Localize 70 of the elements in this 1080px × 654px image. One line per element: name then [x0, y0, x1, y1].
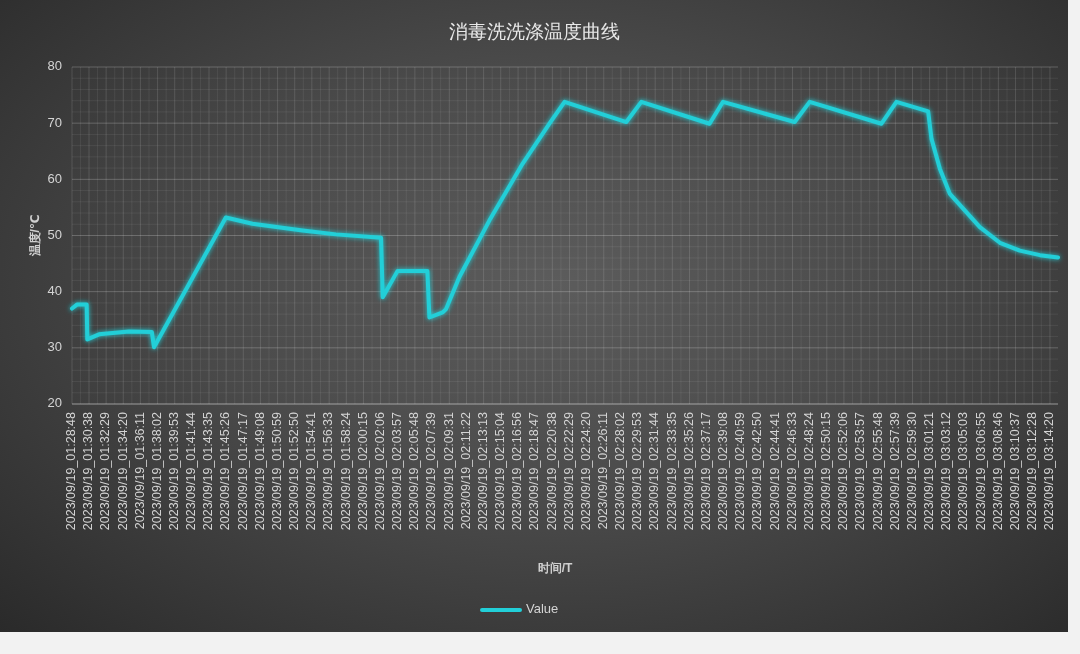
x-tick-label: 2023/09/19_01:36:11 [132, 411, 147, 530]
x-tick-label: 2023/09/19_02:42:50 [750, 411, 765, 531]
x-tick-label: 2023/09/19_01:41:44 [184, 411, 199, 531]
x-tick-label: 2023/09/19_01:30:38 [81, 411, 96, 531]
x-tick-label: 2023/09/19_02:07:39 [424, 411, 439, 531]
x-tick-label: 2023/09/19_02:15:04 [493, 411, 508, 531]
x-tick-label: 2023/09/19_01:58:24 [338, 411, 353, 531]
x-tick-label: 2023/09/19_02:16:56 [510, 411, 525, 531]
x-tick-label: 2023/09/19_03:01:21 [921, 411, 936, 531]
y-tick-label: 20 [47, 395, 62, 411]
x-tick-label: 2023/09/19_02:29:53 [630, 411, 645, 531]
x-tick-label: 2023/09/19_02:35:26 [681, 411, 696, 531]
x-tick-label: 2023/09/19_02:37:17 [698, 411, 713, 531]
x-tick-label: 2023/09/19_02:55:48 [870, 411, 885, 531]
x-tick-label: 2023/09/19_02:50:15 [819, 411, 834, 531]
x-tick-label: 2023/09/19_03:14:20 [1042, 411, 1057, 531]
y-tick-label: 50 [47, 226, 62, 242]
x-tick-label: 2023/09/19_03:10:37 [1007, 411, 1022, 531]
x-tick-label: 2023/09/19_02:59:30 [904, 411, 919, 531]
x-tick-label: 2023/09/19_02:26:11 [596, 411, 611, 530]
x-tick-label: 2023/09/19_01:54:41 [304, 411, 319, 531]
y-tick-label: 40 [47, 283, 62, 299]
x-tick-label: 2023/09/19_02:40:59 [733, 411, 748, 531]
x-tick-label: 2023/09/19_01:28:48 [64, 411, 79, 531]
x-tick-label: 2023/09/19_02:05:48 [407, 411, 422, 531]
x-tick-label: 2023/09/19_02:11:22 [458, 411, 473, 530]
x-tick-label: 2023/09/19_01:34:20 [115, 411, 130, 531]
x-axis-title: 时间/T [537, 561, 573, 575]
x-tick-label: 2023/09/19_02:53:57 [853, 411, 868, 531]
chart-title: 消毒洗洗涤温度曲线 [448, 21, 620, 42]
legend-label: Value [526, 601, 559, 617]
x-tick-label: 2023/09/19_03:08:46 [990, 411, 1005, 531]
x-tick-label: 2023/09/19_01:39:53 [167, 411, 182, 531]
x-tick-label: 2023/09/19_01:50:59 [269, 411, 284, 531]
x-tick-label: 2023/09/19_01:32:29 [98, 411, 113, 531]
x-tick-label: 2023/09/19_01:56:33 [321, 411, 336, 531]
x-tick-label: 2023/09/19_02:31:44 [647, 411, 662, 531]
x-tick-label: 2023/09/19_02:22:29 [561, 411, 576, 531]
y-tick-label: 80 [47, 58, 62, 74]
x-tick-label: 2023/09/19_03:06:55 [973, 411, 988, 531]
x-tick-label: 2023/09/19_02:02:06 [372, 411, 387, 531]
x-tick-label: 2023/09/19_02:33:35 [664, 411, 679, 531]
x-tick-label: 2023/09/19_01:47:17 [235, 411, 250, 531]
x-tick-label: 2023/09/19_03:05:03 [956, 411, 971, 531]
x-tick-label: 2023/09/19_03:03:12 [939, 411, 954, 531]
y-tick-label: 30 [47, 339, 62, 355]
x-tick-label: 2023/09/19_02:52:06 [836, 411, 851, 531]
x-tick-label: 2023/09/19_02:39:08 [716, 411, 731, 531]
x-tick-label: 2023/09/19_02:46:33 [784, 411, 799, 531]
x-tick-label: 2023/09/19_02:13:13 [475, 411, 490, 531]
x-tick-label: 2023/09/19_01:49:08 [252, 411, 267, 531]
x-tick-label: 2023/09/19_02:44:41 [767, 411, 782, 531]
x-tick-label: 2023/09/19_01:43:35 [201, 411, 216, 531]
y-tick-label: 60 [47, 170, 62, 186]
line-series [70, 99, 1060, 350]
x-tick-label: 2023/09/19_03:12:28 [1024, 411, 1039, 531]
x-tick-label: 2023/09/19_02:57:39 [887, 411, 902, 531]
x-tick-label: 2023/09/19_01:38:02 [149, 411, 164, 531]
x-tick-label: 2023/09/19_02:28:02 [613, 411, 628, 531]
x-tick-label: 2023/09/19_02:48:24 [801, 411, 816, 531]
x-tick-label: 2023/09/19_02:09:31 [441, 411, 456, 531]
x-tick-label: 2023/09/19_02:20:38 [544, 411, 559, 531]
y-axis-title: 温度/℃ [28, 214, 43, 258]
x-tick-label: 2023/09/19_02:00:15 [355, 411, 370, 531]
y-tick-label: 70 [47, 114, 62, 130]
x-tick-label: 2023/09/19_02:24:20 [578, 411, 593, 531]
x-tick-label: 2023/09/19_02:03:57 [390, 411, 405, 531]
x-tick-label: 2023/09/19_01:45:26 [218, 411, 233, 531]
x-tick-label: 2023/09/19_02:18:47 [527, 411, 542, 531]
x-tick-label: 2023/09/19_01:52:50 [287, 411, 302, 531]
